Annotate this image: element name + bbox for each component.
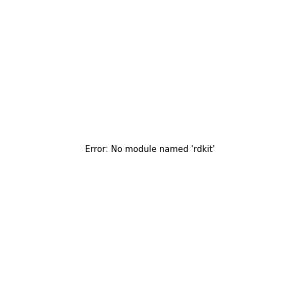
Text: Error: No module named 'rdkit': Error: No module named 'rdkit' [85, 146, 215, 154]
